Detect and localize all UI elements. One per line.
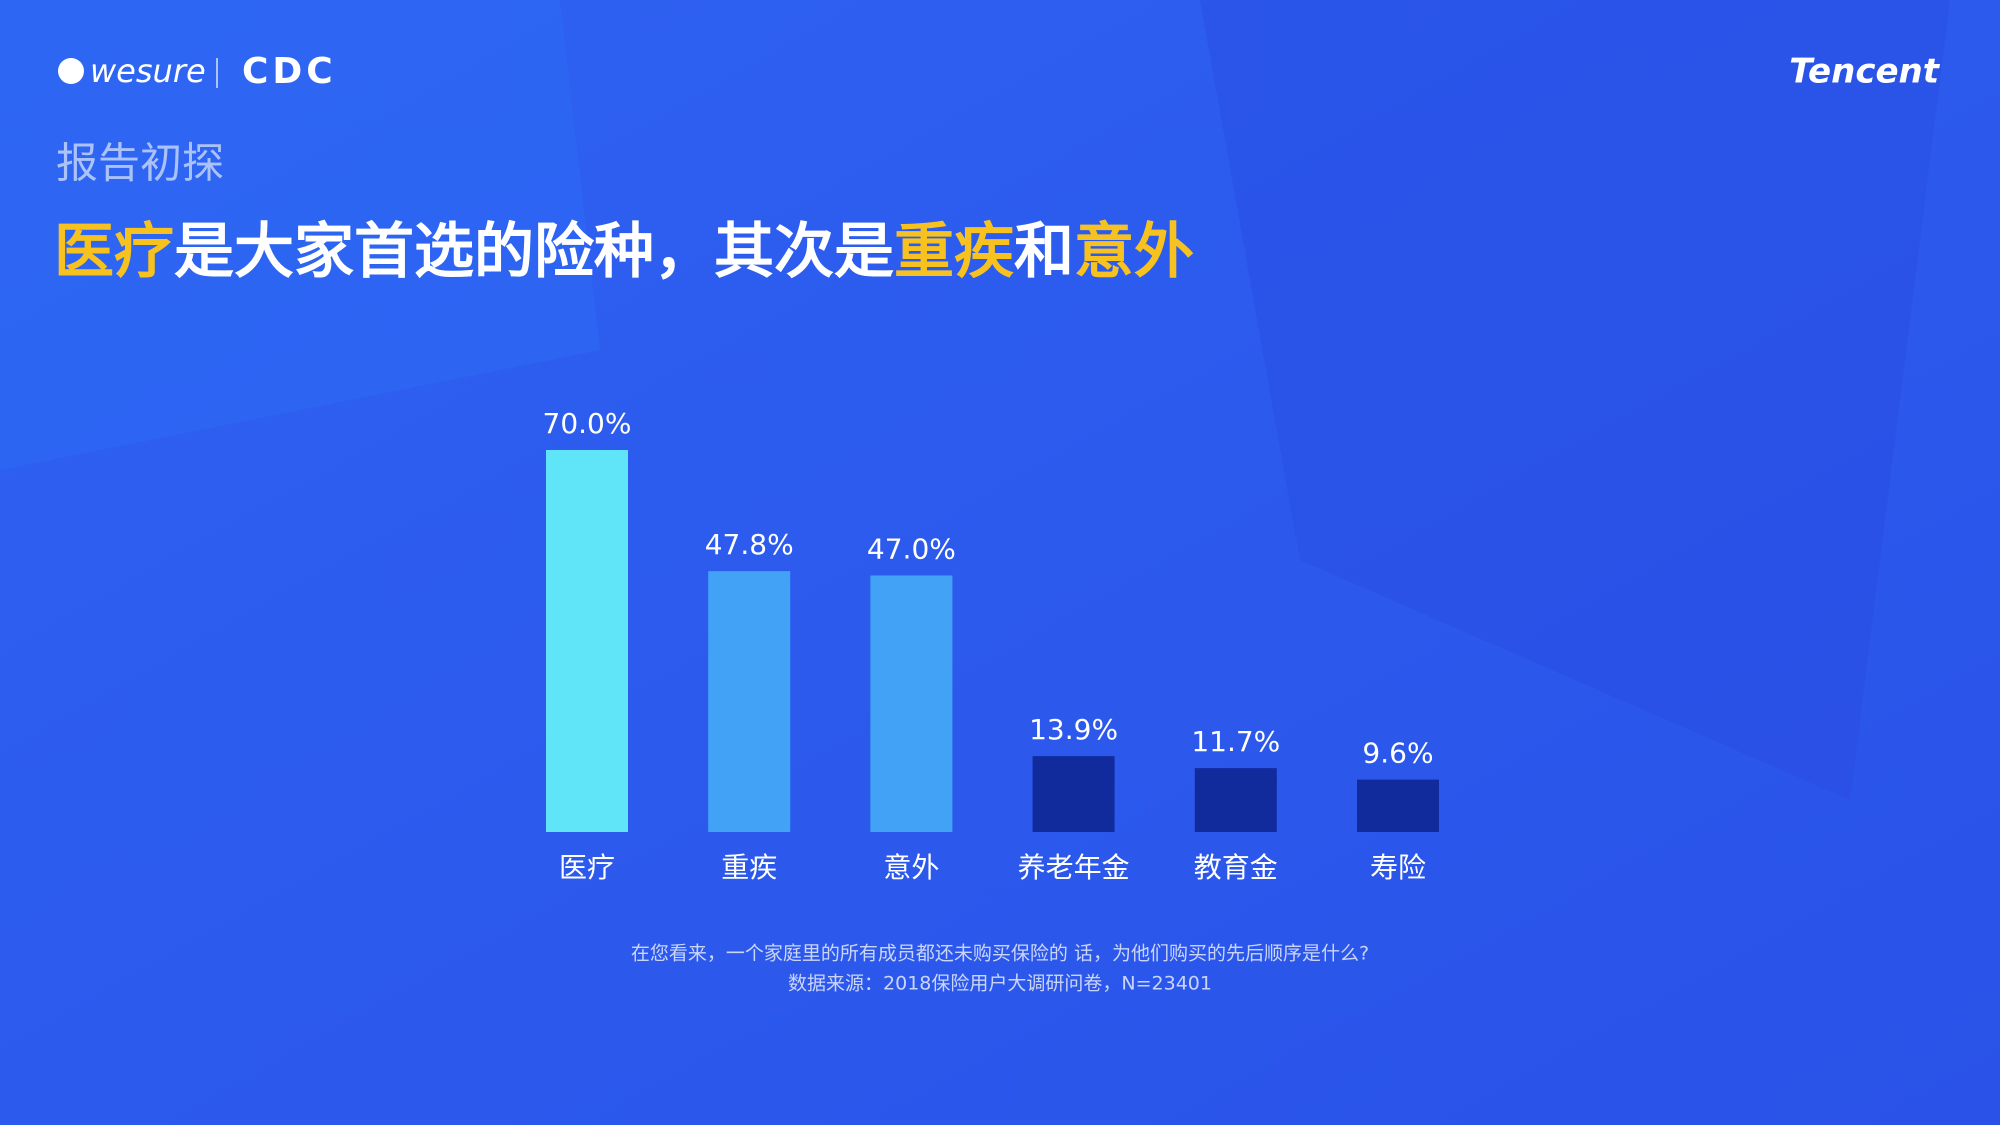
bar [1032,756,1115,832]
title-part: 是大家首选的险种，其次是 [174,217,894,287]
category-label: 教育金 [1194,851,1278,884]
logo-tencent: Tencent [1789,52,1940,92]
logo-icon [58,58,84,84]
logo-wesure: wesure [90,52,206,90]
decor [0,0,600,470]
category-label: 意外 [883,851,939,884]
bar [1194,768,1277,832]
decor [1200,0,1950,800]
bar [546,450,628,832]
category-label: 养老年金 [1018,851,1130,884]
category-label: 重疾 [721,851,777,884]
value-label: 47.8% [705,528,794,561]
value-label: 9.6% [1362,737,1433,770]
footnote: 数据来源：2018保险用户大调研问卷，N=23401 [788,973,1212,995]
category-label: 寿险 [1370,851,1426,884]
title-part: 和 [1014,217,1074,287]
bar [708,571,791,832]
value-label: 70.0% [543,407,632,440]
title-part: 意外 [1074,217,1194,287]
title-part: 重疾 [894,217,1014,287]
footnote: 在您看来，一个家庭里的所有成员都还未购买保险的 话，为他们购买的先后顺序是什么? [631,943,1369,965]
category-label: 医疗 [559,851,615,884]
bar [1357,779,1439,832]
title-part: 医疗 [54,217,174,287]
section-label: 报告初探 [56,139,224,188]
logo-cdc: CDC [242,51,337,92]
bar [870,575,953,832]
chart-title: 医疗是大家首选的险种，其次是重疾和意外 [54,217,1194,287]
value-label: 11.7% [1191,725,1280,758]
value-label: 47.0% [867,533,956,566]
value-label: 13.9% [1029,713,1118,746]
